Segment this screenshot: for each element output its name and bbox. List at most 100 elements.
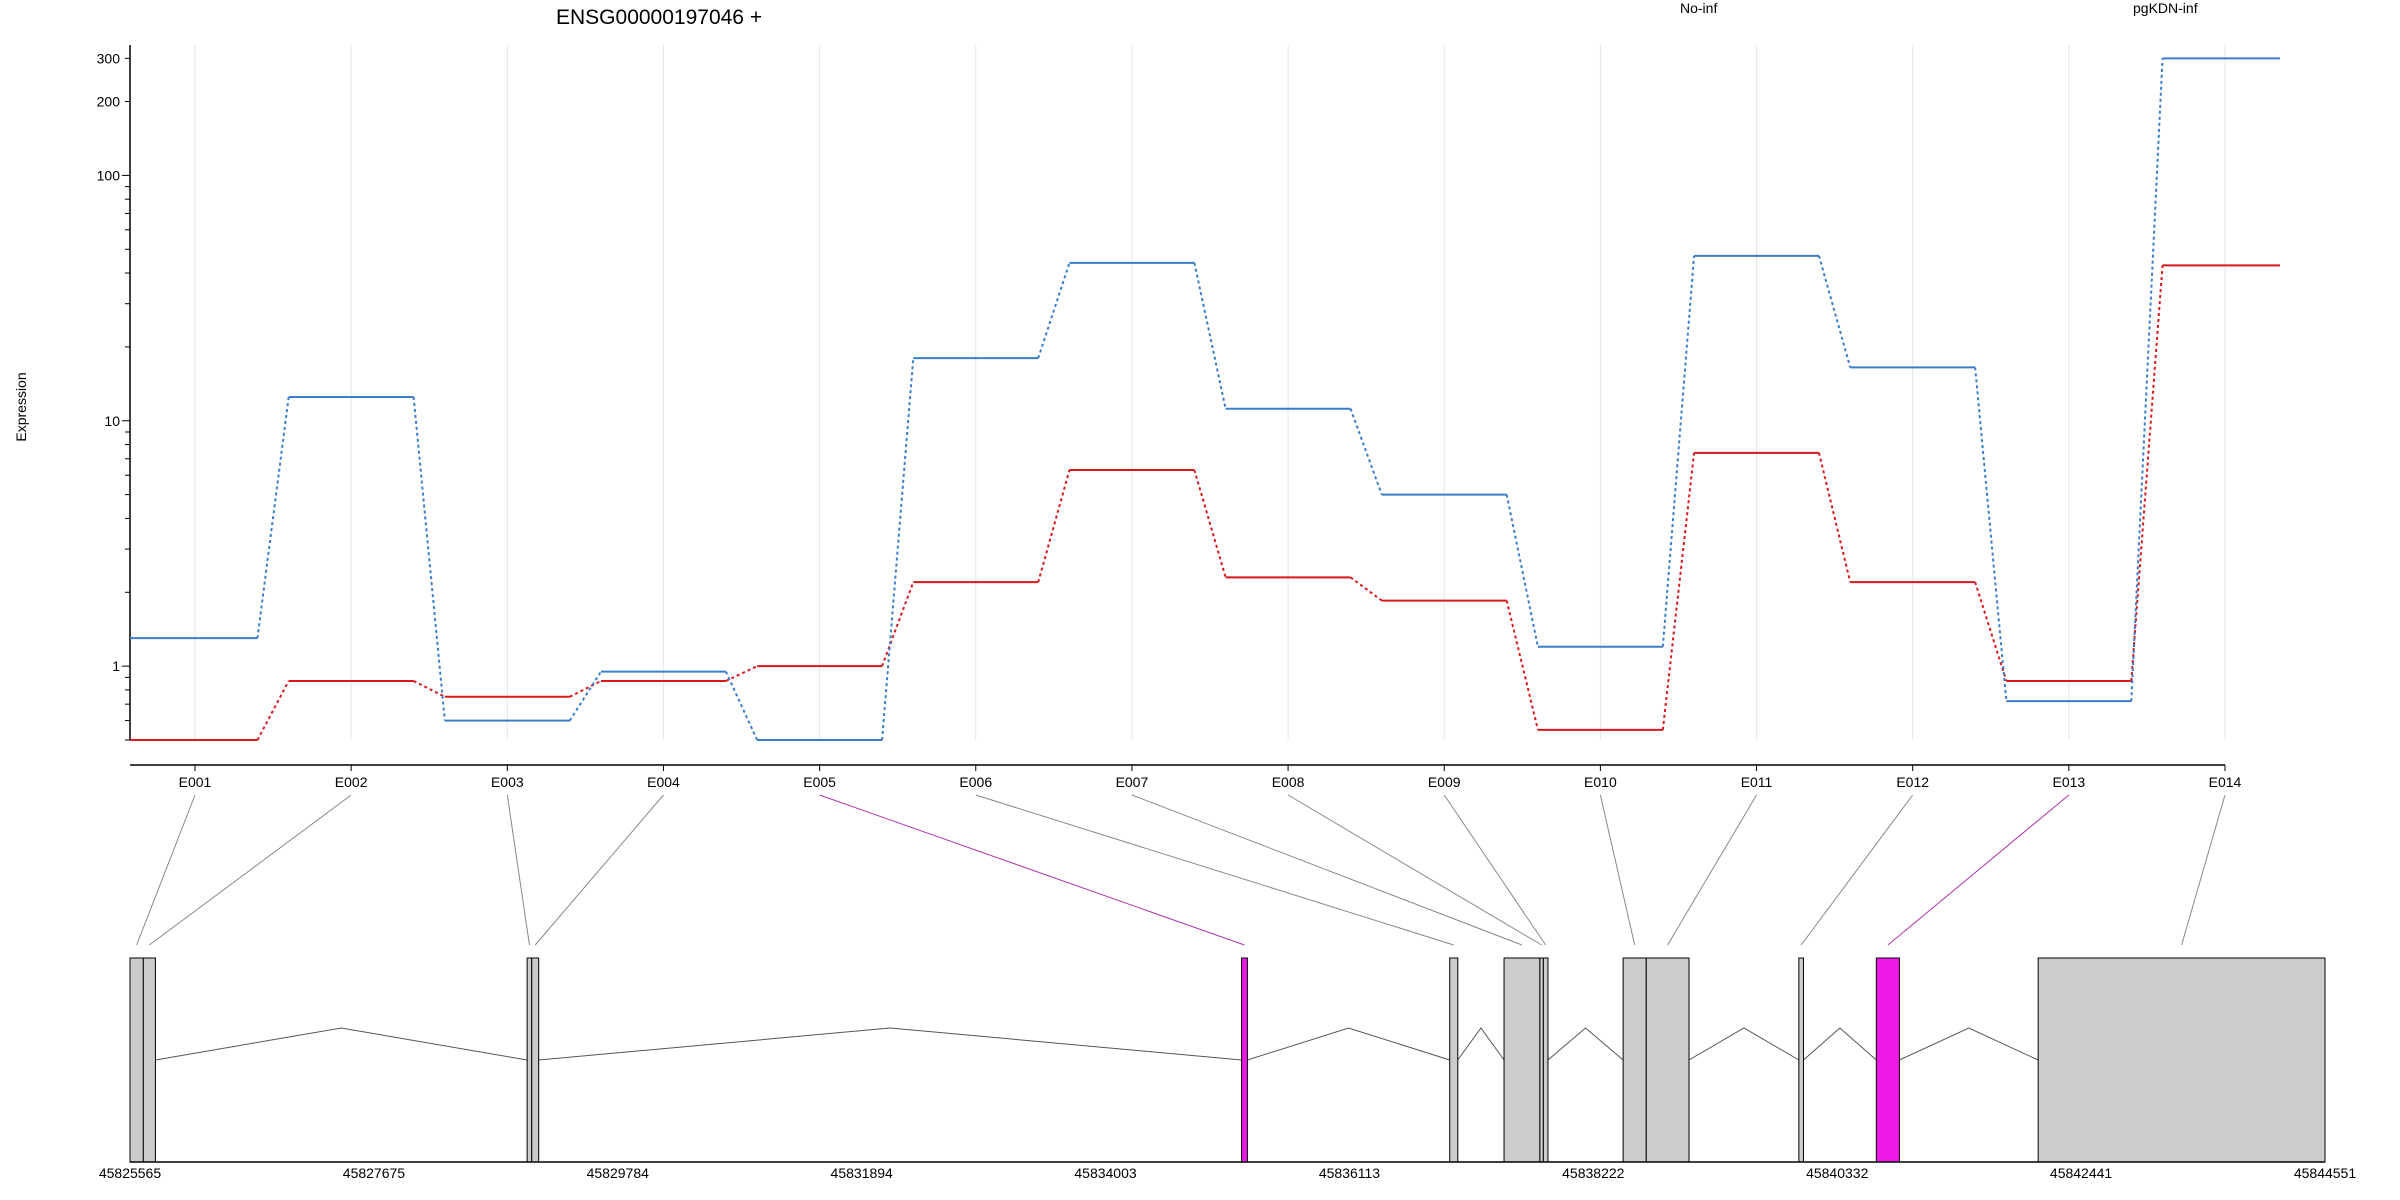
x-tick-label: E002 <box>335 774 368 790</box>
gene-model <box>129 957 2326 1163</box>
genomic-axis: 45825565 45827675 45829784 45831894 45834003… <box>99 1161 2357 1181</box>
intron-line <box>1688 1027 1800 1061</box>
intron-line <box>1547 1027 1624 1061</box>
series-no-inf <box>130 264 2280 741</box>
y-tick-label: 10 <box>104 413 120 429</box>
genomic-tick-label: 45844551 <box>2294 1165 2357 1181</box>
exon-connector <box>819 794 1245 946</box>
exon-box-e013 <box>1875 957 1900 1163</box>
exon-box-e014 <box>2037 957 2326 1163</box>
genomic-tick-label: 45838222 <box>1562 1165 1625 1181</box>
series-transition <box>881 358 915 741</box>
x-tick-label: E010 <box>1584 774 1617 790</box>
series-transition <box>1349 576 1383 602</box>
x-tick-label: E008 <box>1272 774 1305 790</box>
exon-connector <box>1443 794 1547 946</box>
series-transition <box>568 671 602 722</box>
intron-line <box>1803 1027 1877 1061</box>
exon-connector <box>2181 794 2226 946</box>
y-tick-label: 1 <box>112 658 120 674</box>
y-tick-label: 100 <box>97 167 121 183</box>
exon-connector <box>1287 794 1542 946</box>
series-transition <box>1505 494 1539 647</box>
y-axis-label: Expression <box>13 372 29 441</box>
series-transition <box>412 396 446 721</box>
x-tick-label: E014 <box>2209 774 2242 790</box>
series-transition <box>1974 367 2008 702</box>
series-transition <box>1349 408 1383 495</box>
exon-connector <box>136 794 196 946</box>
series-pgkdn-inf <box>130 57 2280 741</box>
series-transition <box>1037 469 1071 583</box>
genomic-tick-label: 45825565 <box>99 1165 162 1181</box>
legend-pgkdn-inf: pgKDN-inf <box>2133 0 2198 16</box>
chart-title: ENSG00000197046 + <box>556 6 762 29</box>
exon-box-e010 <box>1622 957 1647 1163</box>
intron-line <box>1247 1027 1450 1061</box>
exon-connector <box>1131 794 1523 946</box>
exon-box-e004 <box>531 957 540 1163</box>
legend-no-inf: No-inf <box>1680 0 1717 16</box>
exon-box-e003 <box>526 957 533 1163</box>
x-tick-label: E009 <box>1428 774 1461 790</box>
exon-connector <box>149 794 352 946</box>
exon-connector <box>534 794 664 946</box>
x-tick-label: E013 <box>2052 774 2085 790</box>
series-transition <box>1974 581 2008 682</box>
series-transition <box>1505 600 1539 731</box>
genomic-tick-label: 45836113 <box>1319 1165 1380 1181</box>
x-tick-label: E006 <box>959 774 992 790</box>
series-transition <box>1037 262 1071 359</box>
exon-connector <box>1800 794 1914 946</box>
exon-connector <box>506 794 530 946</box>
x-tick-label: E012 <box>1896 774 1929 790</box>
genomic-tick-label: 45829784 <box>587 1165 650 1181</box>
exon-box-e009 <box>1542 957 1549 1163</box>
exon-connector <box>1667 794 1757 946</box>
x-tick-label: E004 <box>647 774 680 790</box>
series-transition <box>2130 265 2164 682</box>
series-transition <box>413 680 446 698</box>
axes: 1 10 100 200 300 E001 E002 E003 E004 E005 E006 E007… <box>97 45 2242 790</box>
series-transition <box>1818 452 1852 583</box>
exon-box-e011 <box>1645 957 1690 1163</box>
series-transition <box>1193 262 1227 409</box>
series-lines <box>130 57 2280 741</box>
exon-box-e006 <box>1449 957 1459 1163</box>
x-tick-label: E011 <box>1741 774 1773 790</box>
exon-box-e012 <box>1798 957 1804 1163</box>
intron-line <box>1457 1027 1505 1061</box>
series-transition <box>1661 255 1696 647</box>
y-tick-label: 200 <box>97 94 121 110</box>
exon-connectors <box>136 794 2226 946</box>
series-transition <box>1661 452 1696 730</box>
intron-line <box>155 1027 528 1061</box>
intron-line <box>1899 1027 2039 1061</box>
exon-box-e002 <box>142 957 156 1163</box>
intron-line <box>538 1027 1242 1061</box>
genomic-tick-label: 45831894 <box>831 1165 894 1181</box>
series-transition <box>1818 255 1852 368</box>
x-tick-label: E001 <box>179 774 212 790</box>
exon-box-e007 <box>1503 957 1541 1163</box>
exon-connector <box>975 794 1454 946</box>
x-tick-label: E007 <box>1116 774 1149 790</box>
exon-box-e001 <box>129 957 144 1163</box>
genomic-tick-label: 45842441 <box>2050 1165 2113 1181</box>
series-transition <box>725 671 759 741</box>
exon-connector <box>1599 794 1636 946</box>
series-transition <box>256 680 290 741</box>
series-transition <box>881 581 915 667</box>
genomic-tick-label: 45827675 <box>343 1165 406 1181</box>
series-transition <box>1193 469 1227 578</box>
series-transition <box>725 665 758 682</box>
series-transition <box>256 396 290 639</box>
x-tick-label: E005 <box>803 774 836 790</box>
grid <box>194 45 2226 740</box>
y-tick-label: 300 <box>97 50 121 66</box>
genomic-tick-label: 45834003 <box>1074 1165 1137 1181</box>
series-transition <box>2130 58 2164 702</box>
exon-box-e005 <box>1241 957 1248 1163</box>
exon-box-e008 <box>1539 957 1544 1163</box>
